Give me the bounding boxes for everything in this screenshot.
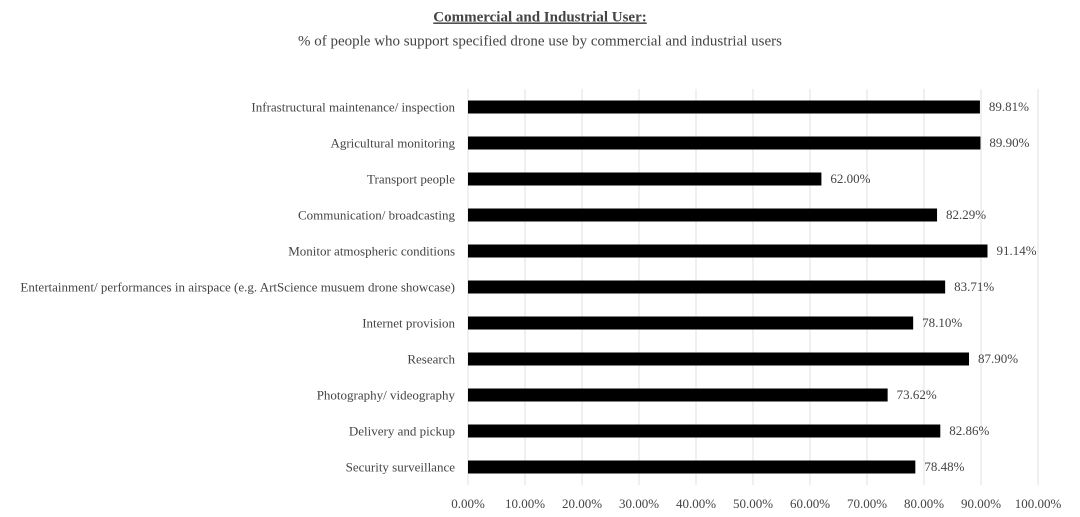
value-label: 87.90% — [978, 351, 1018, 366]
x-tick-label: 40.00% — [676, 496, 716, 511]
value-label: 78.10% — [922, 315, 962, 330]
value-label: 89.90% — [989, 135, 1029, 150]
chart-subtitle: % of people who support specified drone … — [298, 33, 782, 49]
value-label: 82.86% — [949, 423, 989, 438]
y-tick-label: Entertainment/ performances in airspace … — [20, 279, 455, 295]
value-label: 62.00% — [830, 171, 870, 186]
bar — [468, 244, 988, 258]
y-tick-label: Delivery and pickup — [348, 423, 455, 439]
x-tick-label: 80.00% — [904, 496, 944, 511]
bar — [468, 352, 970, 366]
y-tick-label: Communication/ broadcasting — [297, 207, 455, 223]
y-tick-label: Agricultural monitoring — [330, 135, 455, 151]
y-tick-label: Research — [407, 351, 455, 367]
value-label: 91.14% — [996, 243, 1036, 258]
x-tick-label: 30.00% — [619, 496, 659, 511]
y-tick-label: Infrastructural maintenance/ inspection — [251, 99, 455, 115]
y-tick-label: Monitor atmospheric conditions — [288, 243, 455, 259]
y-tick-label: Security surveillance — [345, 459, 455, 475]
bar — [468, 208, 938, 222]
bar — [468, 136, 981, 150]
x-tick-label: 10.00% — [505, 496, 545, 511]
chart-title: Commercial and Industrial User: — [433, 9, 646, 25]
x-tick-label: 0.00% — [451, 496, 485, 511]
y-tick-label: Transport people — [367, 171, 455, 187]
x-tick-label: 50.00% — [733, 496, 773, 511]
bar — [468, 316, 914, 330]
bar — [468, 460, 916, 474]
x-tick-label: 60.00% — [790, 496, 830, 511]
y-tick-label: Internet provision — [362, 315, 455, 331]
value-label: 73.62% — [897, 387, 937, 402]
bar — [468, 172, 822, 186]
value-label: 83.71% — [954, 279, 994, 294]
bar — [468, 100, 980, 114]
value-label: 78.48% — [924, 459, 964, 474]
bar — [468, 424, 941, 438]
y-tick-label: Photography/ videography — [316, 387, 455, 403]
bar — [468, 388, 888, 402]
value-label: 82.29% — [946, 207, 986, 222]
bar — [468, 280, 946, 294]
x-tick-label: 20.00% — [562, 496, 602, 511]
x-tick-label: 90.00% — [961, 496, 1001, 511]
value-label: 89.81% — [989, 99, 1029, 114]
x-tick-label: 70.00% — [847, 496, 887, 511]
x-tick-label: 100.00% — [1015, 496, 1062, 511]
